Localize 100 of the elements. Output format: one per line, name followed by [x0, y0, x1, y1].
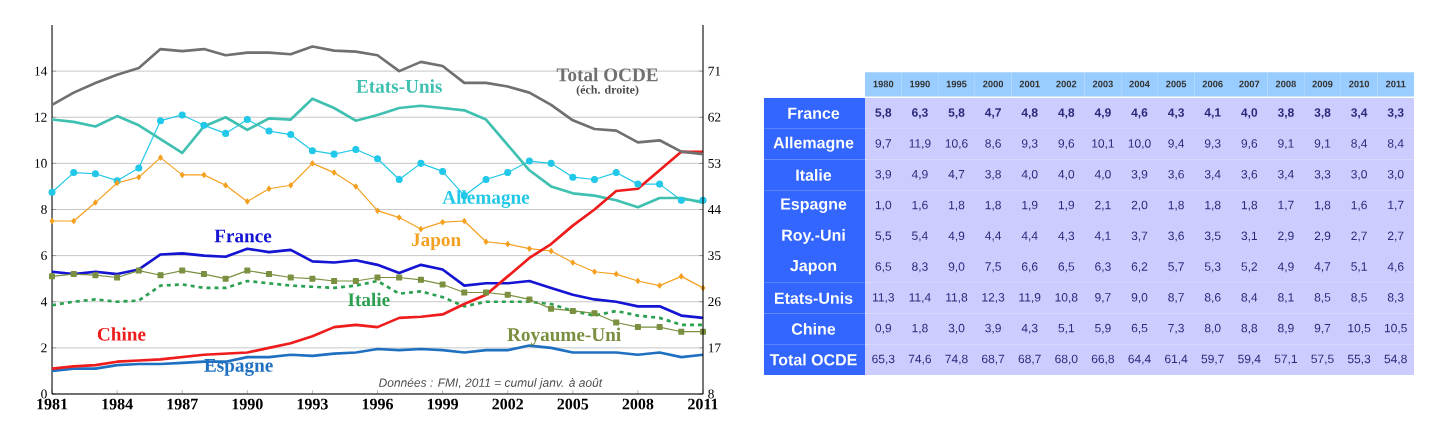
text: 1,8: [1205, 200, 1221, 211]
text: 68,0: [1055, 354, 1078, 365]
text: 8,9: [1278, 323, 1294, 334]
text: 9,6: [1241, 139, 1258, 150]
series-label: Royaume-Uni: [507, 327, 621, 346]
x-tick-label: 2005: [557, 398, 589, 410]
text: 59,7: [1201, 354, 1224, 365]
text: 7,5: [985, 262, 1001, 273]
y-tick-label: 0: [41, 389, 47, 399]
text: 7,3: [1168, 323, 1184, 334]
text: 10,1: [1092, 139, 1114, 150]
text: 65,3: [872, 354, 895, 365]
text: 68,7: [1018, 354, 1041, 365]
category-label: France: [788, 107, 840, 119]
text: 4,0: [1094, 169, 1111, 180]
text: 8,1: [1278, 293, 1294, 303]
y2-tick-label: 71: [708, 66, 721, 76]
text: 5,1: [1058, 323, 1075, 334]
x-tick-label: 1999: [427, 398, 459, 410]
y-tick-label: 2: [41, 343, 47, 353]
text: 4,1: [1204, 108, 1221, 119]
text: 1,8: [1315, 200, 1331, 211]
text: 1,6: [1351, 200, 1367, 211]
text: 59,4: [1238, 354, 1261, 365]
text: 8,4: [1351, 139, 1368, 150]
text: 12,3: [982, 293, 1005, 303]
text: 9,7: [1314, 323, 1331, 334]
text: 5,9: [1095, 323, 1111, 334]
text: 4,3: [1167, 108, 1184, 119]
text: 4,6: [1131, 108, 1148, 119]
text: 3,4: [1204, 169, 1221, 180]
series-label: Japon: [411, 233, 461, 251]
text: 4,9: [911, 169, 928, 180]
x-tick-label: 1981: [37, 398, 68, 410]
text: 4,9: [1277, 262, 1294, 273]
text: 9,6: [1058, 139, 1075, 150]
text: 1,7: [1388, 200, 1404, 211]
category-label: Total OCDE: [769, 353, 857, 366]
text: 5,1: [1351, 262, 1367, 273]
y-tick-label: 4: [40, 297, 48, 307]
text: 8,5: [1351, 293, 1367, 303]
text: 3,9: [875, 169, 892, 180]
text: 2,9: [1278, 231, 1294, 242]
text: 3,0: [948, 323, 965, 334]
y-tick-label: 14: [35, 66, 48, 76]
text: 4,9: [1094, 108, 1111, 119]
text: 8,7: [1168, 293, 1184, 303]
text: 9,1: [1314, 139, 1331, 150]
text: 8,0: [1204, 323, 1221, 334]
text: 1,0: [875, 200, 892, 211]
annotation: Données : FMI, 2011 = cumul janv. à août: [378, 377, 603, 390]
text: 1,9: [1022, 200, 1038, 211]
text: 9,0: [1131, 293, 1148, 303]
text: 5,4: [912, 231, 928, 242]
text: 3,6: [1168, 231, 1184, 242]
category-label: 2001: [1019, 80, 1040, 88]
text: 6,3: [1095, 262, 1111, 273]
text: 3,5: [1204, 231, 1221, 242]
text: 9,0: [948, 262, 965, 273]
category-label: Italie: [796, 169, 832, 181]
category-label: 1990: [910, 80, 930, 88]
text: 55,3: [1347, 354, 1371, 365]
text: 4,7: [948, 170, 965, 180]
text: 10,8: [1055, 293, 1078, 303]
text: 8,6: [985, 139, 1001, 150]
text: 3,6: [1168, 169, 1184, 180]
text: 4,8: [1021, 108, 1038, 119]
text: 4,3: [1058, 231, 1075, 242]
y2-tick-label: 44: [707, 205, 721, 214]
text: 6,5: [875, 262, 892, 273]
text: 3,0: [1387, 169, 1404, 180]
category-label: Espagne: [781, 198, 847, 213]
text: 1,8: [985, 200, 1001, 211]
text: 61,4: [1165, 354, 1188, 365]
x-tick-label: 1993: [297, 398, 328, 410]
series-label: Chine: [97, 327, 146, 341]
text: 11,8: [946, 293, 968, 303]
text: 6,3: [912, 108, 928, 119]
category-label: Japon: [790, 260, 837, 275]
text: 9,1: [1278, 139, 1294, 150]
text: 5,8: [875, 108, 892, 119]
text: 4,6: [1387, 262, 1404, 273]
series-label: Allemagne: [442, 190, 530, 208]
text: 4,3: [1021, 323, 1038, 334]
x-tick-label: 2008: [622, 398, 654, 410]
category-label: 2002: [1056, 80, 1077, 88]
text: 4,0: [1058, 169, 1075, 180]
text: 6,6: [1021, 262, 1038, 273]
text: 3,7: [1131, 231, 1148, 242]
text: 3,3: [1387, 108, 1404, 119]
text: 6,2: [1131, 262, 1148, 273]
text: 3,4: [1351, 108, 1368, 119]
text: 10,0: [1128, 139, 1151, 150]
text: 1,8: [1241, 200, 1258, 211]
text: 3,6: [1241, 169, 1258, 180]
text: 1,8: [949, 200, 965, 211]
text: 11,3: [872, 293, 895, 303]
x-tick-label: 2011: [688, 398, 718, 410]
text: 4,7: [1314, 262, 1331, 273]
series-label: Italie: [348, 292, 390, 307]
